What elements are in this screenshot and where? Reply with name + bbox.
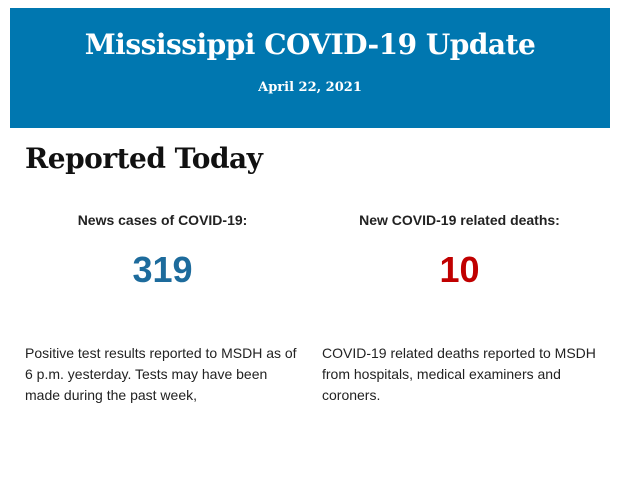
page-title: Mississippi COVID-19 Update: [84, 28, 536, 61]
new-deaths-description: COVID-19 related deaths reported to MSDH…: [322, 345, 596, 403]
new-deaths-label: New COVID-19 related deaths:: [359, 212, 560, 228]
new-cases-value: 319: [132, 249, 193, 290]
new-deaths-value: 10: [439, 249, 480, 290]
new-cases-stat: News cases of COVID-19: 319 Positive tes…: [25, 212, 300, 403]
new-deaths-stat: New COVID-19 related deaths: 10 COVID-19…: [322, 212, 597, 403]
header-banner: Mississippi COVID-19 Update April 22, 20…: [10, 8, 610, 128]
new-cases-label: News cases of COVID-19:: [77, 212, 248, 228]
section-title: Reported Today: [25, 142, 263, 175]
new-cases-description: Positive test results reported to MSDH a…: [25, 345, 297, 403]
report-date: April 22, 2021: [258, 80, 362, 95]
